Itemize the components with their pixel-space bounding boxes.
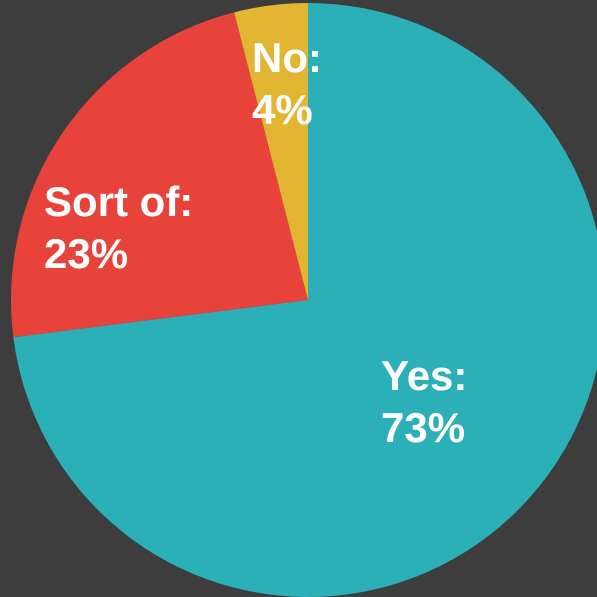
pie-slice-yes — [13, 3, 597, 597]
slice-value-sort-of: 23% — [44, 230, 129, 277]
slice-value-yes: 73% — [381, 404, 466, 451]
slice-label-no: No: 4% — [252, 32, 322, 136]
pie-slice-no — [234, 3, 308, 300]
pie-slice-sort-of — [10, 12, 308, 338]
slice-label-sort-of: Sort of: 23% — [44, 176, 193, 280]
slice-name-no: No: — [252, 34, 322, 81]
slice-label-yes: Yes: 73% — [381, 350, 467, 454]
slice-name-sort-of: Sort of: — [44, 178, 194, 225]
slice-name-yes: Yes: — [381, 352, 468, 399]
slice-value-no: 4% — [252, 86, 313, 133]
